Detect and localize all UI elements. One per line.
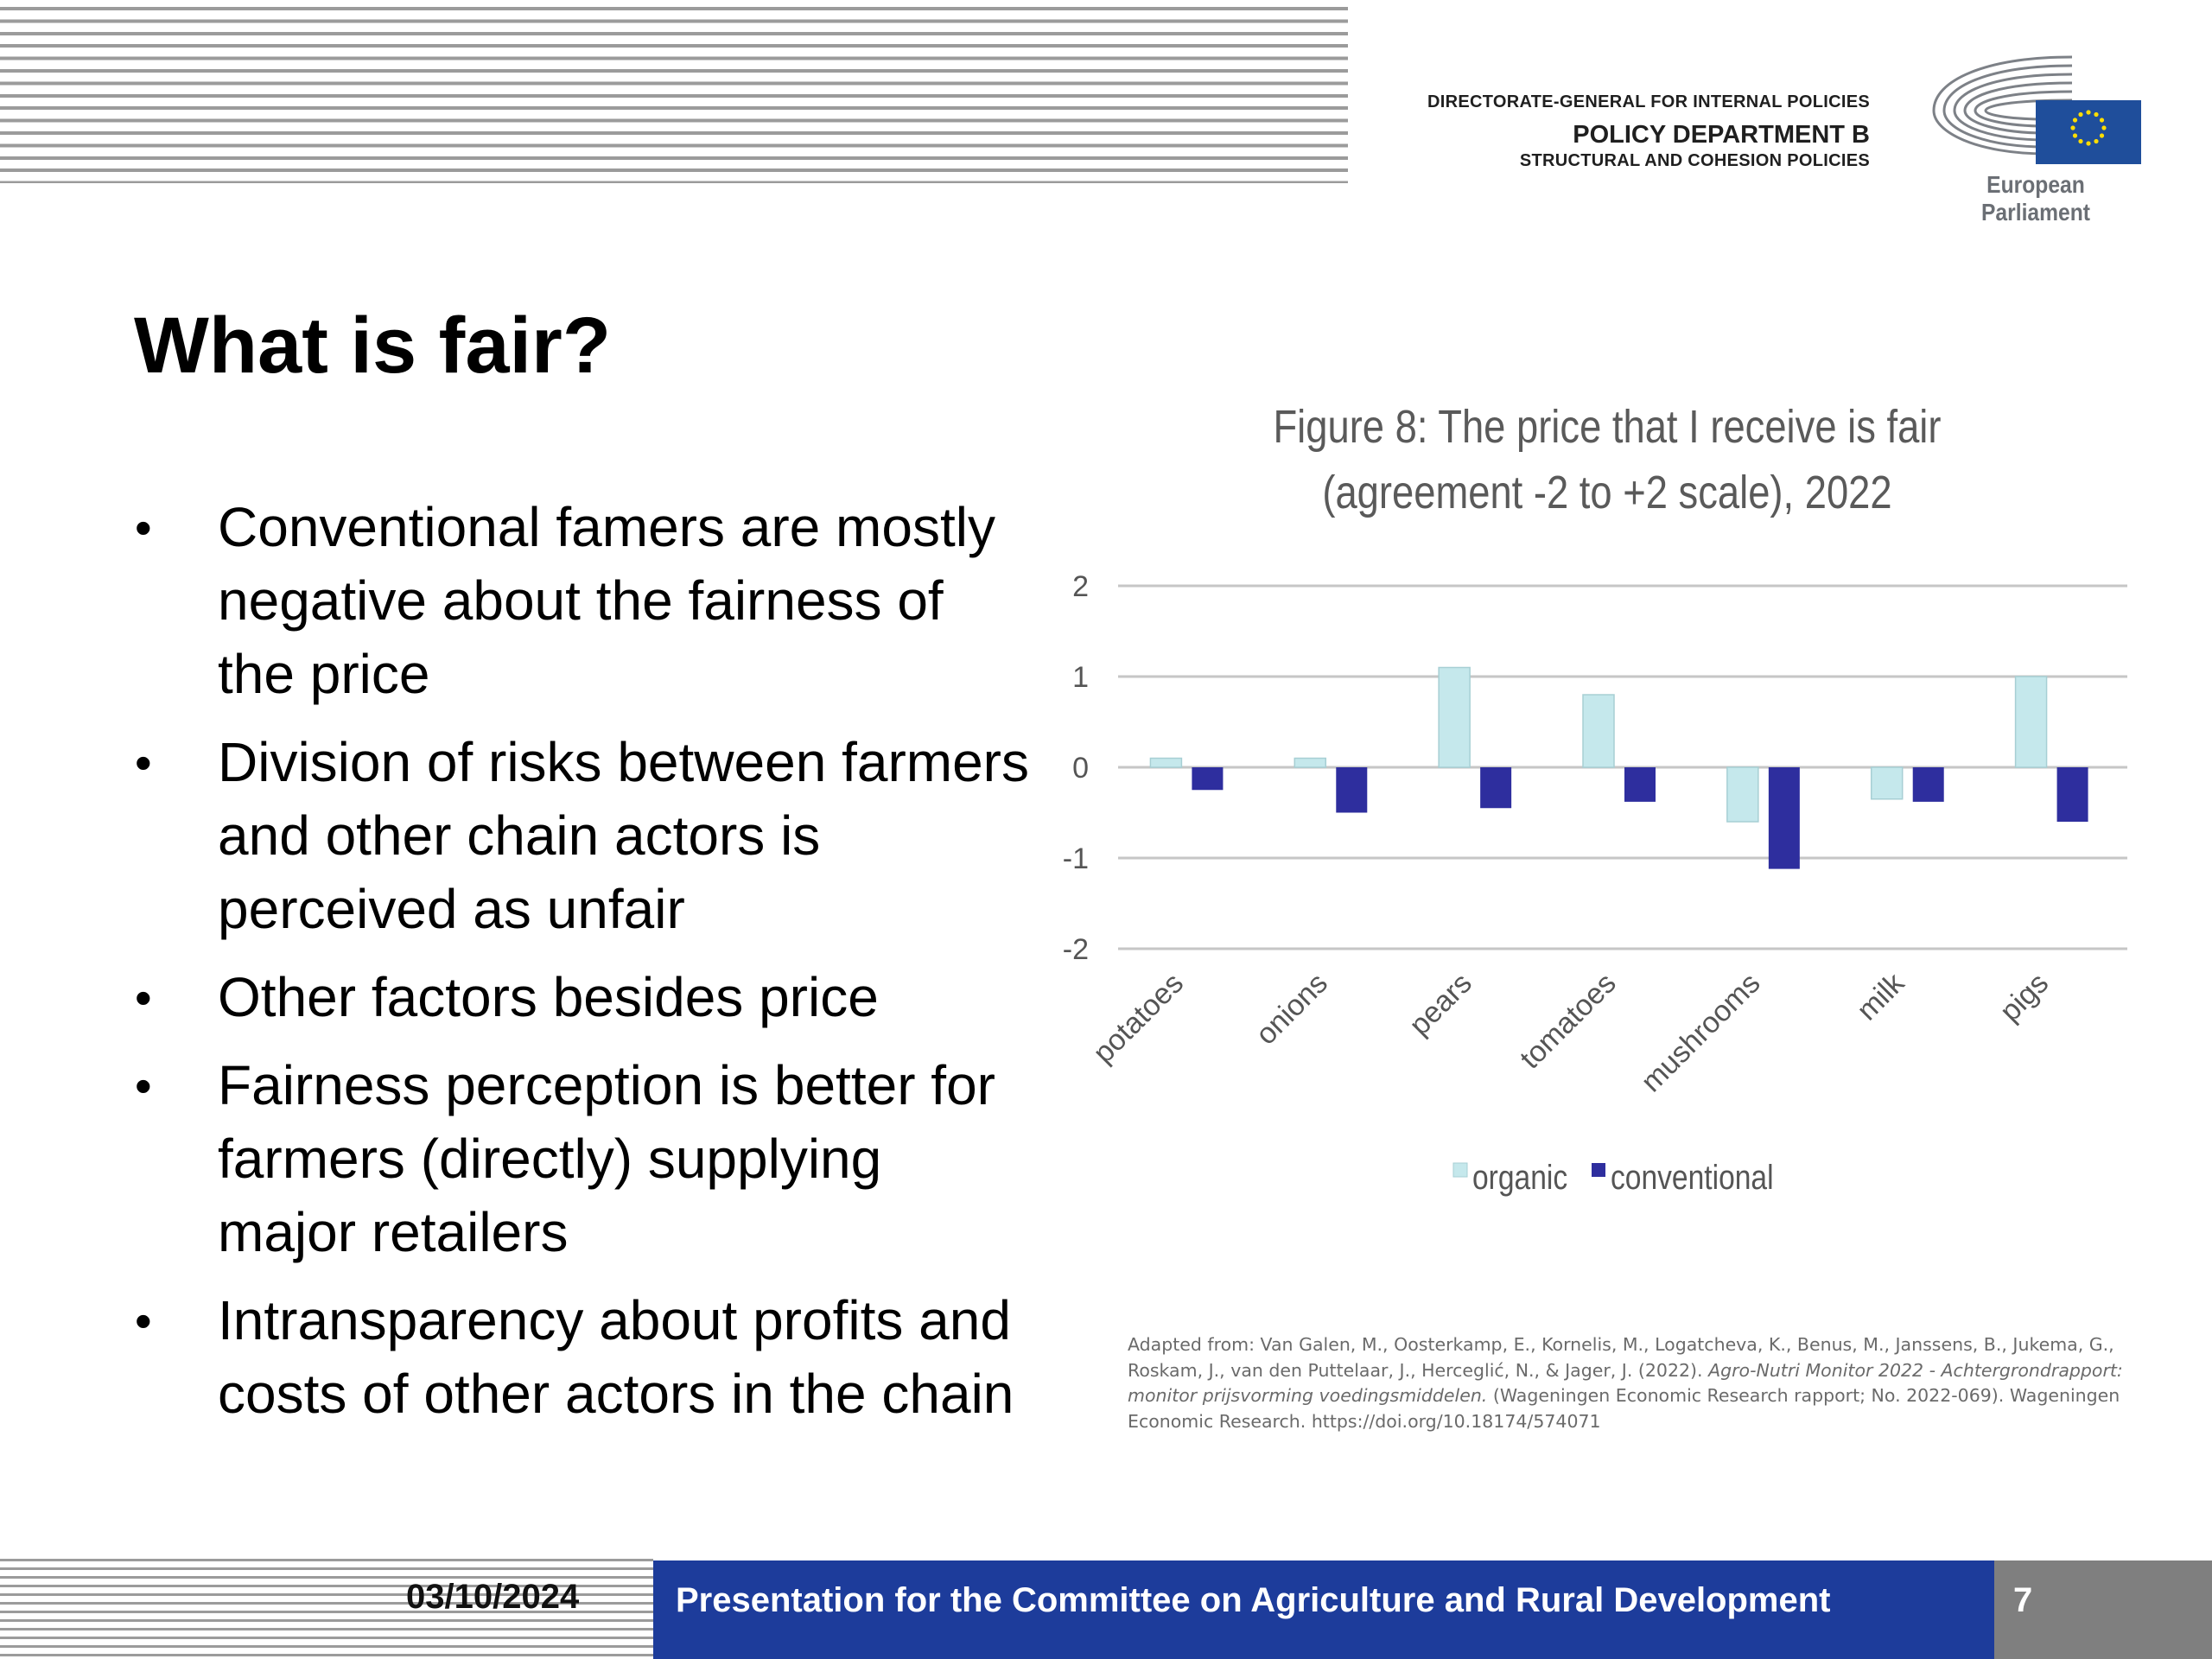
bullet-icon: • bbox=[135, 500, 152, 555]
chart-title: (agreement -2 to +2 scale), 2022 bbox=[1322, 466, 1891, 518]
source-title: Agro-Nutri Monitor 2022 - Achtergrondrap… bbox=[1128, 1359, 2123, 1407]
bullet-item: • Division of risks between farmers and o… bbox=[131, 726, 1030, 946]
y-tick-label: 2 bbox=[1072, 570, 1089, 603]
page-number: 7 bbox=[2013, 1581, 2033, 1619]
x-tick-label: onions bbox=[1249, 967, 1334, 1052]
bar-conventional bbox=[1336, 767, 1368, 813]
bar-conventional bbox=[2056, 767, 2088, 822]
bullet-text: Intransparency about profits and costs o… bbox=[218, 1289, 1014, 1425]
bar-organic bbox=[1149, 757, 1183, 768]
slide-title: What is fair? bbox=[134, 302, 612, 390]
page-number-box: 7 bbox=[1994, 1560, 2212, 1659]
department-label: POLICY DEPARTMENT B bbox=[1573, 121, 1870, 149]
eu-flag-icon bbox=[2036, 100, 2141, 164]
bar-organic bbox=[1870, 766, 1904, 800]
footer-stripes bbox=[0, 1559, 653, 1659]
legend-label-conventional: conventional bbox=[1611, 1158, 1774, 1196]
bullet-list: • Conventional famers are mostly negative… bbox=[131, 491, 1030, 1446]
chart-svg: Figure 8: The price that I receive is fa… bbox=[1063, 400, 2127, 1197]
header-stripes bbox=[0, 7, 1348, 183]
footer-date: 03/10/2024 bbox=[406, 1578, 580, 1616]
bar-conventional bbox=[1912, 767, 1944, 802]
x-tick-label: tomatoes bbox=[1514, 967, 1623, 1076]
y-tick-label: 1 bbox=[1072, 661, 1089, 694]
y-tick-label: -1 bbox=[1063, 842, 1089, 875]
x-tick-label: pears bbox=[1403, 967, 1478, 1042]
bullet-text: Fairness perception is better for farmer… bbox=[218, 1054, 995, 1263]
y-tick-label: -2 bbox=[1063, 933, 1089, 966]
footer-presentation-title: Presentation for the Committee on Agricu… bbox=[676, 1581, 1831, 1619]
legend-swatch-organic bbox=[1452, 1162, 1468, 1178]
bullet-icon: • bbox=[135, 970, 152, 1025]
legend-swatch-conventional bbox=[1592, 1163, 1605, 1177]
bullet-icon: • bbox=[135, 1294, 152, 1348]
institution-name: European Parliament bbox=[1980, 171, 2090, 226]
bullet-icon: • bbox=[135, 1058, 152, 1113]
y-tick-label: 0 bbox=[1072, 752, 1089, 785]
bar-organic bbox=[2014, 676, 2048, 768]
bullet-item: • Intransparency about profits and costs … bbox=[131, 1284, 1030, 1431]
bar-organic bbox=[1438, 666, 1471, 768]
bullet-item: • Other factors besides price bbox=[131, 961, 1030, 1034]
source-publisher: (Wageningen Economic Research rapport; N… bbox=[1128, 1385, 2120, 1432]
fairness-chart: Figure 8: The price that I receive is fa… bbox=[1054, 397, 2143, 1244]
bullet-text: Conventional famers are mostly negative … bbox=[218, 496, 995, 705]
bar-conventional bbox=[1624, 767, 1656, 802]
subdepartment-label: STRUCTURAL AND COHESION POLICIES bbox=[1519, 151, 1870, 170]
bullet-text: Division of risks between farmers and ot… bbox=[218, 731, 1029, 940]
x-tick-label: potatoes bbox=[1087, 967, 1190, 1070]
bar-organic bbox=[1294, 757, 1327, 768]
directorate-label: DIRECTORATE-GENERAL FOR INTERNAL POLICIE… bbox=[1427, 92, 1870, 111]
bar-organic bbox=[1582, 694, 1615, 768]
bar-conventional bbox=[1192, 767, 1224, 791]
x-tick-label: milk bbox=[1851, 966, 1911, 1027]
legend-label-organic: organic bbox=[1472, 1158, 1567, 1196]
chart-title: Figure 8: The price that I receive is fa… bbox=[1273, 400, 1941, 453]
source-citation: Adapted from: Van Galen, M., Oosterkamp,… bbox=[1128, 1332, 2130, 1434]
bullet-item: • Conventional famers are mostly negative… bbox=[131, 491, 1030, 711]
bar-conventional bbox=[1480, 767, 1512, 809]
bullet-icon: • bbox=[135, 735, 152, 790]
source-text: Adapted from: Van Galen, M., Oosterkamp,… bbox=[1128, 1334, 2114, 1381]
european-parliament-logo bbox=[1932, 55, 2141, 164]
bar-conventional bbox=[1768, 767, 1800, 869]
bullet-item: • Fairness perception is better for farme… bbox=[131, 1049, 1030, 1269]
header-text-block: DIRECTORATE-GENERAL FOR INTERNAL POLICIE… bbox=[1265, 90, 1870, 171]
bar-organic bbox=[1726, 766, 1759, 823]
bullet-text: Other factors besides price bbox=[218, 966, 879, 1028]
x-tick-label: pigs bbox=[1993, 967, 2055, 1028]
x-tick-label: mushrooms bbox=[1635, 967, 1766, 1098]
footer-bar: Presentation for the Committee on Agricu… bbox=[653, 1560, 1994, 1659]
